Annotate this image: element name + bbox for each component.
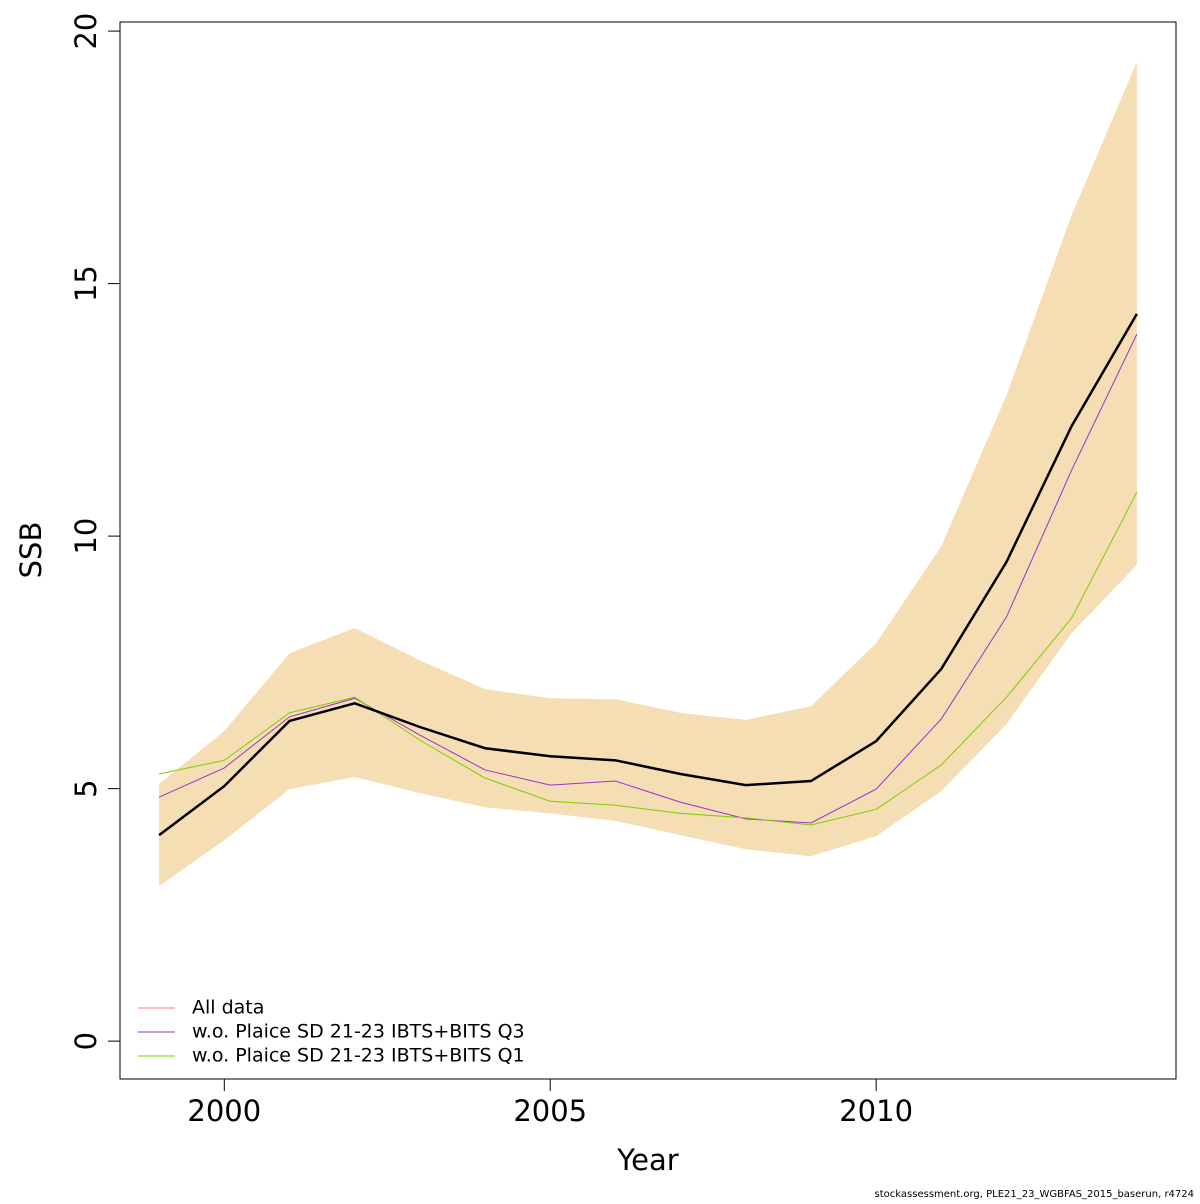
series-line <box>158 333 1138 824</box>
legend-label: All data <box>192 997 264 1019</box>
x-tick-label: 2005 <box>513 1094 587 1128</box>
y-tick-label: 5 <box>69 779 103 797</box>
series-line <box>159 491 1138 826</box>
x-axis-label: Year <box>616 1143 678 1177</box>
y-tick-label: 20 <box>69 13 103 50</box>
series-line <box>158 313 1138 837</box>
footnote: stockassessment.org, PLE21_23_WGBFAS_201… <box>875 1189 1194 1200</box>
x-tick-label: 2010 <box>839 1094 913 1128</box>
y-tick-label: 15 <box>69 265 103 302</box>
plot-frame <box>119 21 1177 1080</box>
x-tick-label: 2000 <box>187 1094 261 1128</box>
legend-label: w.o. Plaice SD 21-23 IBTS+BITS Q3 <box>192 1021 525 1043</box>
confidence-band <box>159 61 1137 887</box>
y-axis-label: SSB <box>14 522 48 579</box>
y-tick-label: 10 <box>69 518 103 555</box>
legend-label: w.o. Plaice SD 21-23 IBTS+BITS Q1 <box>192 1045 525 1067</box>
y-tick-label: 0 <box>69 1032 103 1050</box>
